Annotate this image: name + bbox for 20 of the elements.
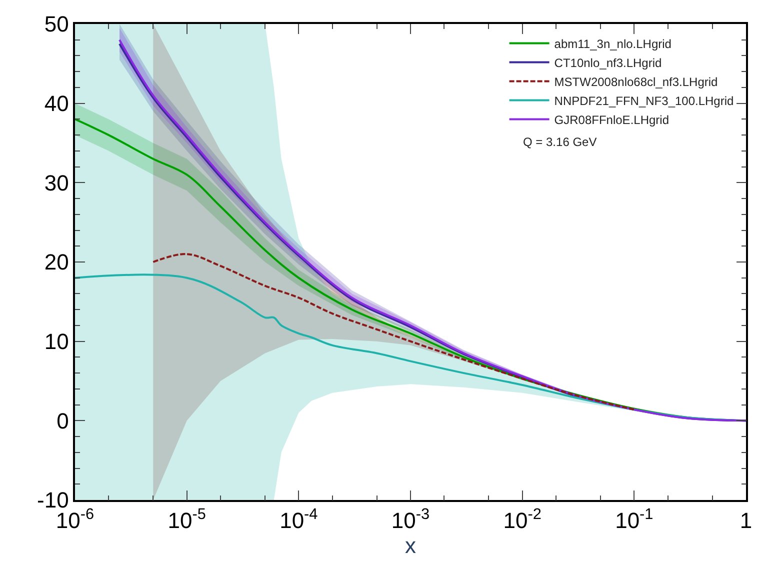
legend-label: abm11_3n_nlo.LHgrid (554, 36, 672, 51)
y-tick-label: 20 (44, 250, 69, 275)
annotation: Q = 3.16 GeV (523, 135, 597, 149)
legend-label: GJR08FFnloE.LHgrid (554, 112, 670, 127)
y-tick-label: 50 (44, 12, 69, 37)
x-axis-title: x (405, 533, 416, 558)
x-tick-label: 10$^{-2}$ (503, 506, 542, 534)
y-tick-label: 10 (44, 329, 69, 354)
legend-label: CT10nlo_nf3.LHgrid (554, 56, 662, 70)
x-tick-label: 10$^{-4}$ (280, 506, 318, 534)
x-tick-label: 10$^{-3}$ (391, 506, 430, 534)
legend-label: NNPDF21_FFN_NF3_100.LHgrid (554, 94, 734, 108)
y-tick-label: 40 (44, 91, 69, 116)
legend-label: MSTW2008nlo68cl_nf3.LHgrid (554, 74, 718, 89)
x-tick-label: 1 (740, 508, 752, 534)
y-tick-label: 30 (44, 170, 69, 196)
x-tick-label: 10$^{-5}$ (168, 506, 206, 534)
x-tick-label: 10$^{-1}$ (615, 506, 654, 534)
y-tick-label: -10 (37, 488, 69, 513)
y-tick-label: 0 (56, 408, 69, 434)
